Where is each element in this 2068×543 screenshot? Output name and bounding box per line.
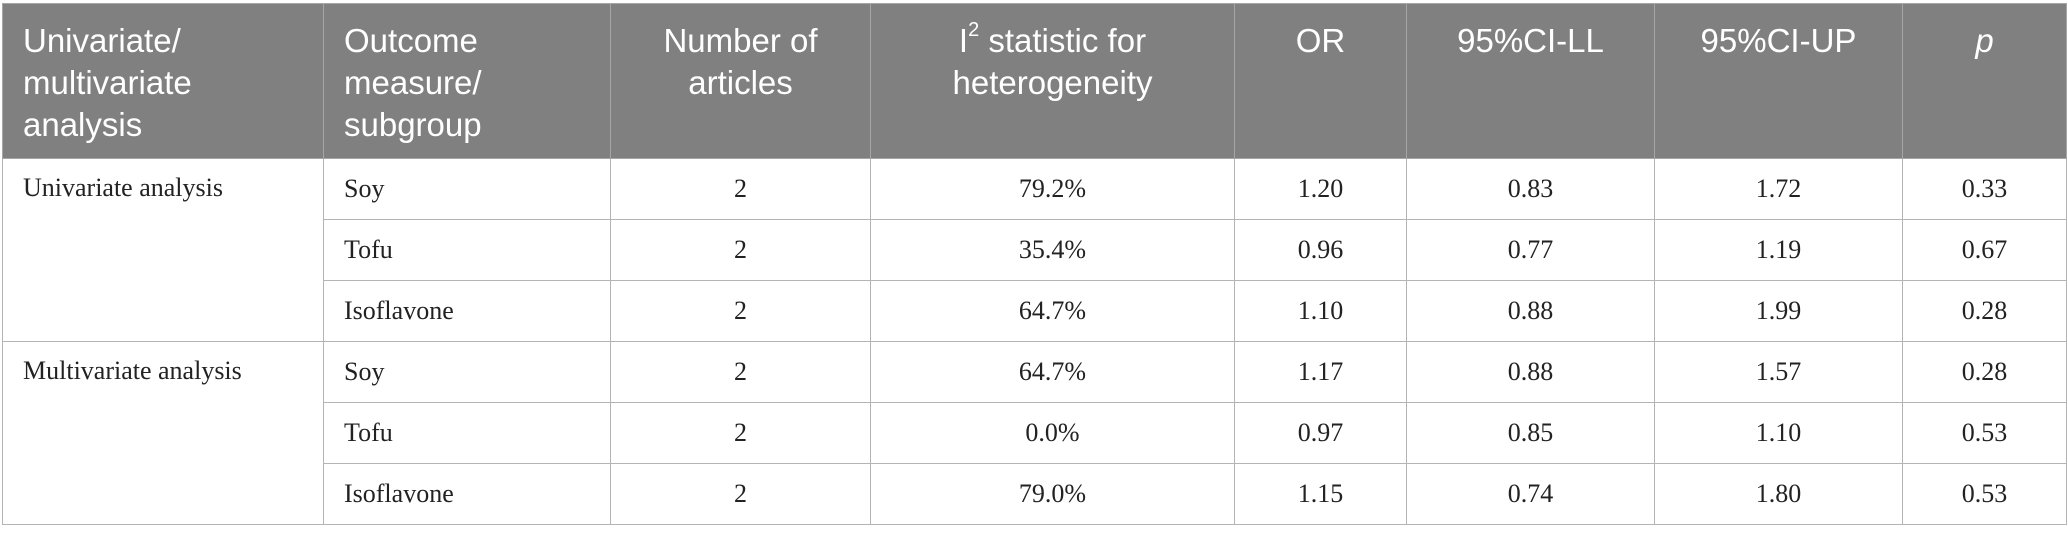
group-label-univariate: Univariate analysis <box>2 158 324 342</box>
header-ci-up: 95%CI-UP <box>1654 3 1903 159</box>
cell-ci-ll: 0.74 <box>1406 463 1655 525</box>
table-body: Univariate analysis Soy 2 79.2% 1.20 0.8… <box>2 158 2067 525</box>
header-or: OR <box>1234 3 1407 159</box>
table-header: Univariate/ multivariate analysis Outcom… <box>2 3 2067 159</box>
cell-or: 0.97 <box>1234 402 1407 464</box>
cell-or: 1.15 <box>1234 463 1407 525</box>
cell-ci-up: 1.99 <box>1654 280 1903 342</box>
table-row: Tofu 2 35.4% 0.96 0.77 1.19 0.67 <box>3 219 2067 281</box>
cell-or: 1.10 <box>1234 280 1407 342</box>
cell-i2: 35.4% <box>870 219 1235 281</box>
cell-outcome: Tofu <box>323 219 611 281</box>
cell-i2: 0.0% <box>870 402 1235 464</box>
header-i2-rest: statistic for heterogeneity <box>952 22 1153 101</box>
cell-articles: 2 <box>610 402 871 464</box>
cell-i2: 64.7% <box>870 341 1235 403</box>
header-row: Univariate/ multivariate analysis Outcom… <box>2 3 2067 159</box>
cell-or: 0.96 <box>1234 219 1407 281</box>
cell-articles: 2 <box>610 280 871 342</box>
cell-articles: 2 <box>610 341 871 403</box>
cell-ci-ll: 0.88 <box>1406 341 1655 403</box>
header-analysis: Univariate/ multivariate analysis <box>2 3 324 159</box>
cell-p: 0.53 <box>1902 463 2067 525</box>
table-row: Univariate analysis Soy 2 79.2% 1.20 0.8… <box>2 158 2067 342</box>
cell-articles: 2 <box>610 463 871 525</box>
cell-i2: 79.0% <box>870 463 1235 525</box>
cell-outcome: Soy <box>323 158 611 220</box>
header-p-label: p <box>1975 22 1994 59</box>
cell-ci-ll: 0.77 <box>1406 219 1655 281</box>
cell-i2: 64.7% <box>870 280 1235 342</box>
table-row: Isoflavone 2 79.0% 1.15 0.74 1.80 0.53 <box>3 463 2067 525</box>
cell-ci-up: 1.72 <box>1654 158 1903 220</box>
group-label-multivariate: Multivariate analysis <box>2 341 324 525</box>
cell-ci-ll: 0.83 <box>1406 158 1655 220</box>
table-row: Isoflavone 2 64.7% 1.10 0.88 1.99 0.28 <box>3 280 2067 342</box>
cell-i2: 79.2% <box>870 158 1235 220</box>
cell-p: 0.28 <box>1902 341 2067 403</box>
header-ci-ll: 95%CI-LL <box>1406 3 1655 159</box>
table-row: Multivariate analysis Soy 2 64.7% 1.17 0… <box>2 341 2067 525</box>
cell-p: 0.33 <box>1902 158 2067 220</box>
cell-outcome: Isoflavone <box>323 280 611 342</box>
cell-ci-ll: 0.85 <box>1406 402 1655 464</box>
cell-ci-up: 1.80 <box>1654 463 1903 525</box>
results-table: Univariate/ multivariate analysis Outcom… <box>2 3 2067 525</box>
header-i2: I2 statistic for heterogeneity <box>870 3 1235 159</box>
cell-p: 0.28 <box>1902 280 2067 342</box>
cell-or: 1.17 <box>1234 341 1407 403</box>
cell-ci-up: 1.10 <box>1654 402 1903 464</box>
cell-articles: 2 <box>610 158 871 220</box>
cell-or: 1.20 <box>1234 158 1407 220</box>
table-row: Tofu 2 0.0% 0.97 0.85 1.10 0.53 <box>3 402 2067 464</box>
cell-p: 0.53 <box>1902 402 2067 464</box>
cell-ci-ll: 0.88 <box>1406 280 1655 342</box>
header-i2-superscript: 2 <box>968 19 980 41</box>
cell-p: 0.67 <box>1902 219 2067 281</box>
cell-articles: 2 <box>610 219 871 281</box>
cell-ci-up: 1.19 <box>1654 219 1903 281</box>
header-articles: Number of articles <box>610 3 871 159</box>
cell-outcome: Isoflavone <box>323 463 611 525</box>
header-i2-base: I <box>958 22 969 59</box>
cell-outcome: Soy <box>323 341 611 403</box>
header-p: p <box>1902 3 2067 159</box>
cell-ci-up: 1.57 <box>1654 341 1903 403</box>
cell-outcome: Tofu <box>323 402 611 464</box>
header-outcome: Outcome measure/ subgroup <box>323 3 611 159</box>
